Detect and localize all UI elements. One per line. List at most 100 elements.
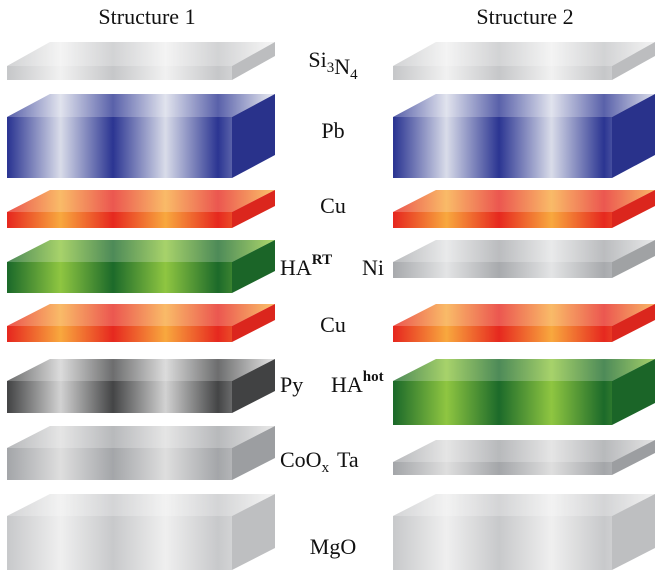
layer-top — [393, 190, 655, 212]
layer-side — [232, 190, 275, 228]
layer-label: Cu — [320, 193, 346, 218]
layer-top — [393, 359, 655, 381]
layer-top — [7, 359, 275, 381]
layer-label: Py — [280, 372, 303, 397]
layer-front — [393, 212, 612, 228]
layer-front — [7, 448, 232, 480]
layer-front — [7, 262, 232, 293]
structure-title: Structure 2 — [476, 4, 573, 29]
layer — [7, 426, 275, 480]
layer-label: CoOx — [280, 447, 330, 476]
layer-top-shade — [7, 94, 275, 117]
label-subscript: 4 — [350, 67, 358, 83]
label-text: Cu — [320, 193, 346, 218]
layer-top-shade — [7, 190, 275, 212]
label-superscript: RT — [312, 252, 332, 268]
layer-side — [232, 494, 275, 570]
layer-top — [393, 240, 655, 262]
layer — [7, 494, 275, 570]
label-subscript: 3 — [327, 60, 335, 76]
label-text: Pb — [321, 118, 344, 143]
layer-front — [7, 381, 232, 413]
label-text: Ta — [337, 447, 359, 472]
layer-label: MgO — [310, 534, 356, 559]
layer-front — [393, 516, 612, 570]
label-text: Si — [308, 47, 326, 72]
label-text: Cu — [320, 312, 346, 337]
layer-side — [232, 359, 275, 413]
layer — [7, 42, 275, 80]
layer-label: Cu — [320, 312, 346, 337]
layer-top-shade — [393, 240, 655, 262]
layer-top-shade — [393, 440, 655, 462]
layer — [393, 494, 655, 570]
layer-front — [393, 326, 612, 342]
layer — [393, 359, 655, 425]
label-text: Ni — [362, 255, 384, 280]
layer — [393, 42, 655, 80]
label-subscript: x — [322, 460, 330, 476]
layer-top — [393, 494, 655, 516]
layer — [7, 94, 275, 178]
layer-top-shade — [7, 426, 275, 448]
layer — [393, 94, 655, 178]
layer-side — [612, 94, 655, 178]
layer — [7, 240, 275, 293]
label-text: Py — [280, 372, 303, 397]
layer-top-shade — [393, 94, 655, 117]
label-text: MgO — [310, 534, 356, 559]
layer-top — [7, 190, 275, 212]
layer-top — [7, 94, 275, 117]
layer-top-shade — [7, 494, 275, 516]
layer-front — [7, 516, 232, 570]
layer-front — [393, 117, 612, 178]
layer-front — [393, 66, 612, 80]
layer-top-shade — [7, 359, 275, 381]
layer — [393, 440, 655, 475]
label-text: HA — [331, 372, 363, 397]
layer-front — [393, 462, 612, 475]
layer — [7, 304, 275, 342]
layer-label: Si3N4 — [308, 47, 358, 83]
layer — [393, 240, 655, 278]
layer-side — [612, 359, 655, 425]
layer-side — [612, 240, 655, 278]
layer — [393, 304, 655, 342]
label-superscript: hot — [363, 369, 384, 385]
layer-side — [232, 42, 275, 80]
layer-front — [393, 262, 612, 278]
layer-front — [7, 66, 232, 80]
layer-top-shade — [7, 304, 275, 326]
layer-front — [7, 326, 232, 342]
layer-side — [612, 440, 655, 475]
label-text: CoO — [280, 447, 322, 472]
layer-side — [232, 426, 275, 480]
layer-side — [612, 190, 655, 228]
layer-top — [7, 426, 275, 448]
layer-side — [612, 494, 655, 570]
layer-top — [7, 494, 275, 516]
layer-top — [393, 94, 655, 117]
layer-front — [7, 117, 232, 178]
layer-top — [393, 304, 655, 326]
layer-top — [393, 440, 655, 462]
structure-title: Structure 1 — [98, 4, 195, 29]
layer-label: HART — [280, 252, 332, 280]
layer-side — [612, 42, 655, 80]
layer-top — [7, 240, 275, 262]
layer-top-shade — [7, 240, 275, 262]
layer-label: Ta — [337, 447, 359, 472]
layer — [393, 190, 655, 228]
layer-top-shade — [393, 494, 655, 516]
layer-top — [393, 42, 655, 66]
layer-top-shade — [393, 304, 655, 326]
layer-side — [232, 240, 275, 293]
layer-side — [232, 304, 275, 342]
layer — [7, 359, 275, 413]
layer-top-shade — [393, 359, 655, 381]
layer-top — [7, 42, 275, 66]
label-text: HA — [280, 255, 312, 280]
layer-top — [7, 304, 275, 326]
layer-top-shade — [393, 42, 655, 66]
